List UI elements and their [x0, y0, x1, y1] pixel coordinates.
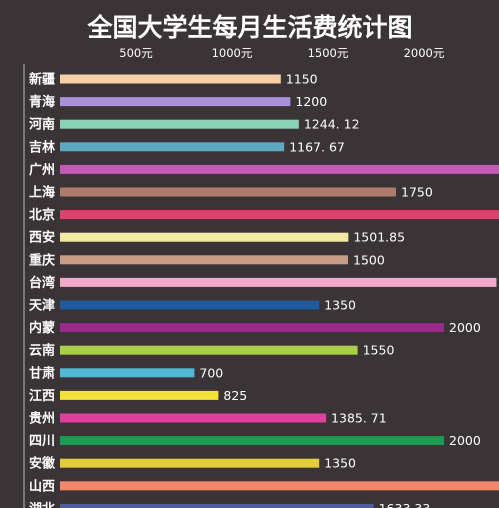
bar-value-label: 1244. 12	[304, 117, 360, 132]
bar	[60, 481, 499, 491]
bar-value-label: 1385. 71	[331, 411, 387, 426]
bar	[60, 413, 327, 423]
bar-value-label: 1633.33	[379, 501, 431, 508]
chart-title: 全国大学生每月生活费统计图	[86, 13, 412, 42]
category-label: 四川	[29, 434, 55, 449]
bar	[60, 458, 320, 468]
bar	[60, 503, 374, 508]
bar	[60, 164, 499, 174]
bar	[60, 74, 281, 84]
category-label: 湖北	[29, 502, 55, 508]
bar	[60, 255, 348, 265]
bar	[60, 210, 499, 220]
bar-value-label: 1350	[324, 298, 356, 313]
bar	[60, 323, 444, 333]
bar	[60, 368, 195, 378]
category-label: 广州	[29, 162, 55, 178]
category-label: 台湾	[29, 275, 55, 291]
category-label: 天津	[29, 298, 55, 314]
bar-value-label: 2000	[449, 433, 481, 448]
bar-value-label: 2000	[449, 320, 481, 335]
bar	[60, 300, 320, 310]
x-tick-label: 2000元	[404, 46, 445, 60]
bar	[60, 277, 497, 287]
category-label: 河南	[29, 117, 55, 133]
x-tick-label: 1000元	[212, 46, 253, 60]
category-label: 吉林	[29, 139, 55, 155]
bar-value-label: 1150	[286, 72, 318, 87]
category-label: 青海	[29, 94, 55, 110]
bar	[60, 390, 219, 400]
category-label: 重庆	[29, 252, 55, 268]
category-label: 北京	[29, 207, 55, 223]
category-label: 江西	[29, 388, 55, 404]
category-label: 上海	[29, 185, 55, 201]
category-label: 安徽	[29, 456, 56, 472]
bar-value-label: 1750	[401, 185, 433, 200]
category-label: 云南	[29, 343, 55, 359]
bar-value-label: 700	[199, 365, 223, 380]
bar-value-label: 825	[223, 388, 247, 403]
category-label: 内蒙	[29, 320, 55, 336]
bar-value-label: 1550	[363, 343, 395, 358]
bar	[60, 142, 285, 152]
x-tick-label: 1500元	[308, 46, 349, 60]
bar	[60, 119, 299, 129]
bar	[60, 436, 444, 446]
x-axis-ticks: 500元1000元1500元2000元2500元3000元	[119, 46, 445, 60]
bar	[60, 97, 291, 107]
x-tick-label: 500元	[119, 46, 153, 60]
category-label: 甘肃	[29, 365, 55, 381]
category-label: 贵州	[29, 411, 55, 427]
category-label: 山西	[29, 478, 55, 494]
bar-value-label: 1167. 67	[289, 139, 345, 154]
bar-value-label: 1200	[295, 94, 327, 109]
bar-value-label: 1350	[324, 456, 356, 471]
bar-value-label: 1501.85	[353, 230, 405, 245]
bar	[60, 345, 358, 355]
bar	[60, 187, 396, 197]
bar	[60, 232, 349, 242]
category-label: 新疆	[29, 72, 55, 88]
category-label: 西安	[29, 230, 55, 246]
bar-value-label: 1500	[353, 252, 385, 267]
